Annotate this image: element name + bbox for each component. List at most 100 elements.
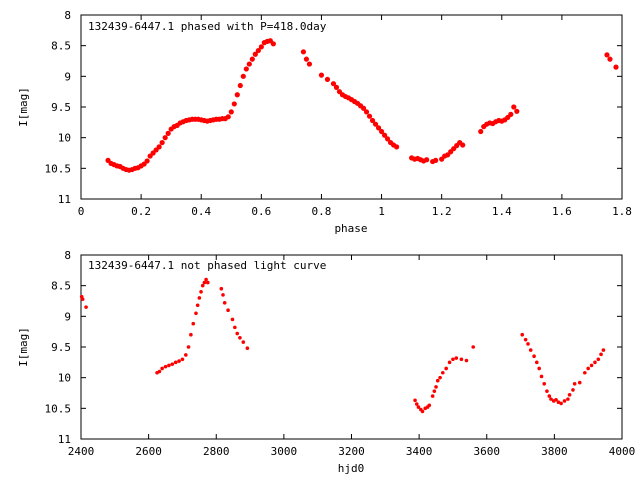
- data-point: [478, 128, 484, 135]
- data-point: [194, 311, 198, 316]
- data-point: [556, 400, 561, 405]
- data-point: [219, 286, 224, 291]
- x-tick-label: 3000: [271, 445, 298, 458]
- data-point: [245, 346, 250, 351]
- data-point: [230, 317, 235, 322]
- data-point: [416, 405, 421, 409]
- data-point: [451, 357, 455, 362]
- data-point: [226, 308, 230, 313]
- data-point: [393, 144, 400, 150]
- data-point: [199, 290, 203, 294]
- y-axis-label: I[mag]: [17, 87, 30, 127]
- data-point: [381, 132, 388, 138]
- data-point: [413, 398, 417, 403]
- data-point: [186, 345, 191, 349]
- data-point: [306, 61, 313, 67]
- data-point: [414, 402, 419, 406]
- x-tick-label: 0.4: [191, 205, 211, 218]
- data-point: [249, 56, 255, 62]
- x-tick-label: 3400: [406, 445, 433, 458]
- data-point: [225, 114, 231, 120]
- data-point: [577, 380, 582, 385]
- data-point: [300, 49, 307, 55]
- y-axis-label: I[mag]: [17, 327, 30, 367]
- y-tick-label: 9.5: [51, 101, 71, 114]
- data-point: [532, 354, 536, 359]
- data-point: [593, 360, 597, 365]
- data-point: [369, 117, 376, 124]
- y-tick-label: 10: [58, 372, 71, 385]
- unphased-panel: 132439-6447.1 not phased light curve hjd…: [17, 249, 635, 475]
- chart-title: 132439-6447.1 not phased light curve: [88, 259, 326, 272]
- data-point: [596, 357, 601, 362]
- data-point: [231, 101, 237, 107]
- data-point: [539, 374, 544, 379]
- data-point: [534, 360, 539, 365]
- data-point: [586, 366, 590, 371]
- x-axis-label: hjd0: [338, 462, 365, 475]
- data-point: [197, 296, 202, 300]
- data-point: [330, 81, 337, 87]
- x-axis-label: phase: [334, 222, 367, 235]
- x-tick-label: 2400: [68, 445, 95, 458]
- y-tick-label: 9: [64, 310, 71, 323]
- x-tick-label: 3600: [474, 445, 501, 458]
- data-point: [438, 375, 442, 380]
- data-point: [435, 378, 440, 383]
- data-point: [202, 280, 207, 285]
- y-tick-label: 10.5: [45, 162, 72, 175]
- data-point: [234, 92, 240, 98]
- x-tick-label: 1.8: [612, 205, 632, 218]
- data-point: [303, 56, 310, 62]
- axis-ticks: 2400 2600 2800 3000 3200 3400 3600 3800 4000 8 8.5…: [45, 249, 636, 458]
- data-point: [162, 135, 168, 141]
- x-tick-label: 2600: [135, 445, 162, 458]
- data-point: [464, 358, 469, 363]
- x-tick-label: 0.2: [131, 205, 151, 218]
- data-point: [84, 305, 88, 309]
- y-tick-label: 9.5: [51, 341, 71, 354]
- data-point: [378, 128, 385, 135]
- data-point: [252, 51, 258, 57]
- data-point: [471, 345, 476, 349]
- data-point: [240, 73, 246, 79]
- data-point: [200, 283, 205, 288]
- data-point: [233, 325, 237, 330]
- data-point: [559, 401, 563, 406]
- y-tick-label: 8: [64, 249, 71, 262]
- data-point: [430, 394, 435, 398]
- data-point: [433, 157, 439, 163]
- x-tick-label: 1.6: [552, 205, 572, 218]
- data-point: [444, 366, 448, 371]
- data-point: [173, 360, 178, 365]
- y-tick-label: 8.5: [51, 280, 71, 293]
- axis-ticks: 0 0.2 0.4 0.6 0.8 1 1.2 1.4 1.6 1.8 8 8.5 9 9.5 10 10.5…: [45, 9, 632, 218]
- phased-panel: 132439-6447.1 phased with P=418.0day pha…: [17, 9, 632, 235]
- x-tick-label: 0.8: [312, 205, 332, 218]
- data-point: [184, 353, 188, 357]
- data-point: [235, 331, 240, 336]
- data-point: [156, 144, 162, 150]
- data-point: [520, 332, 525, 337]
- data-point: [613, 64, 619, 70]
- data-point: [324, 76, 331, 82]
- data-point: [363, 109, 370, 115]
- data-point: [459, 357, 464, 362]
- data-point: [447, 360, 452, 365]
- data-point: [237, 82, 243, 89]
- y-tick-label: 11: [58, 193, 71, 206]
- data-point: [165, 130, 171, 136]
- data-point: [566, 397, 570, 401]
- data-point: [191, 321, 196, 326]
- data-point: [571, 388, 575, 392]
- x-tick-label: 0.6: [251, 205, 271, 218]
- data-point: [511, 104, 517, 110]
- data-point: [537, 366, 541, 371]
- data-point: [526, 342, 530, 346]
- y-tick-label: 8.5: [51, 40, 71, 53]
- data-point: [460, 142, 466, 148]
- data-point: [189, 332, 193, 337]
- data-point: [589, 363, 594, 368]
- data-point: [222, 301, 227, 305]
